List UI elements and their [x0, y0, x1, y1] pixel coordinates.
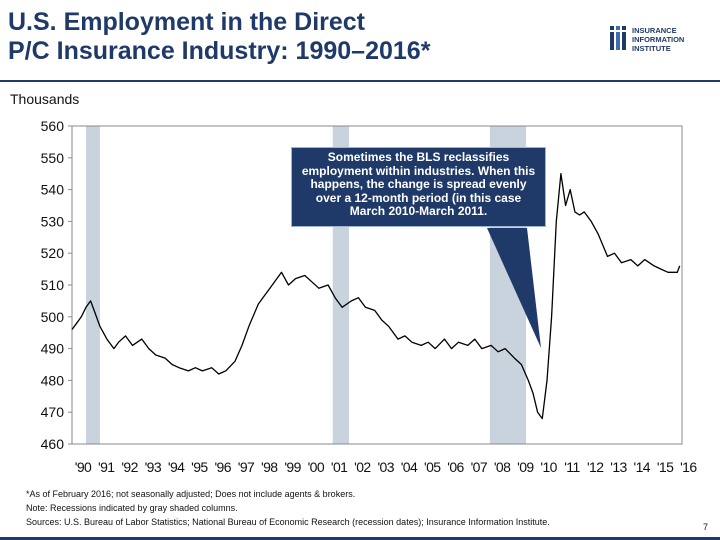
footnote-asterisk: *As of February 2016; not seasonally adj… [26, 489, 356, 499]
x-tick-label-2014: '14 [634, 459, 651, 475]
x-tick-label-2013: '13 [610, 459, 627, 475]
x-tick-label-1994: '94 [168, 459, 185, 475]
x-tick-label-1997: '97 [238, 459, 255, 475]
y-tick-label-530: 530 [41, 213, 65, 229]
recession-band-1 [85, 126, 100, 444]
page-number: 7 [703, 522, 709, 532]
employment-series-line [71, 173, 681, 420]
x-tick-label-2011: '11 [564, 459, 580, 475]
x-tick-label-2009: '09 [517, 459, 534, 475]
x-tick-label-1998: '98 [261, 459, 278, 475]
x-tick-label-1990: '90 [75, 459, 92, 475]
header-divider [0, 80, 720, 82]
footer-bar [0, 537, 720, 540]
x-tick-label-2001: '01 [331, 459, 348, 475]
y-axis-ticks: 460 470 480 490 500 510 520 530 540 550 560 [41, 118, 72, 452]
x-tick-label-2006: '06 [447, 459, 464, 475]
y-tick-label-470: 470 [41, 404, 65, 420]
x-tick-label-2000: '00 [308, 459, 325, 475]
x-tick-label-1999: '99 [284, 459, 301, 475]
reclassification-callout: Sometimes the BLS reclassifies employmen… [291, 147, 546, 227]
logo-line-1: INSURANCE [632, 26, 677, 35]
x-tick-label-2004: '04 [401, 459, 418, 475]
iii-logo: INSURANCE INFORMATION INSTITUTE [610, 24, 710, 56]
callout-pointer [487, 228, 541, 348]
x-tick-label-1993: '93 [145, 459, 162, 475]
x-tick-label-2005: '05 [424, 459, 441, 475]
logo-line-3: INSTITUTE [632, 44, 671, 53]
y-tick-label-520: 520 [41, 245, 65, 261]
title-line-2: P/C Insurance Industry: 1990–2016* [8, 37, 431, 65]
y-tick-label-560: 560 [41, 118, 65, 134]
x-tick-label-2003: '03 [377, 459, 394, 475]
page-title: U.S. Employment in the Direct P/C Insura… [8, 8, 568, 66]
x-tick-label-1996: '96 [214, 459, 231, 475]
x-tick-label-1995: '95 [191, 459, 208, 475]
y-tick-label-550: 550 [41, 150, 65, 166]
iii-logo-icon [610, 26, 626, 50]
x-tick-label-1992: '92 [121, 459, 138, 475]
y-axis-units-label: Thousands [10, 91, 80, 107]
footnotes: *As of February 2016; not seasonally adj… [26, 487, 696, 529]
x-tick-label-2012: '12 [587, 459, 604, 475]
y-tick-label-540: 540 [41, 182, 65, 198]
title-line-1: U.S. Employment in the Direct [8, 8, 366, 36]
footnote-note: Note: Recessions indicated by gray shade… [26, 503, 238, 513]
x-tick-label-1991: '91 [98, 459, 115, 475]
y-tick-label-480: 480 [41, 372, 65, 388]
x-tick-label-2015: '15 [657, 459, 674, 475]
logo-line-2: INFORMATION [632, 35, 685, 44]
y-tick-label-500: 500 [41, 309, 65, 325]
x-tick-label-2007: '07 [471, 459, 488, 475]
y-tick-label-460: 460 [41, 436, 65, 452]
y-tick-label-490: 490 [41, 341, 65, 357]
y-tick-label-510: 510 [41, 277, 65, 293]
x-axis-ticks: '90 '91 '92 '93 '94 '95 '96 '97 '98 '99 '00 '01 '02 '… [75, 459, 698, 475]
iii-logo-text: INSURANCE INFORMATION INSTITUTE [632, 26, 684, 53]
x-tick-label-2002: '02 [354, 459, 371, 475]
x-tick-label-2008: '08 [494, 459, 511, 475]
x-tick-label-2010: '10 [540, 459, 557, 475]
x-tick-label-2016: '16 [680, 459, 697, 475]
footnote-sources: Sources: U.S. Bureau of Labor Statistics… [26, 517, 550, 527]
